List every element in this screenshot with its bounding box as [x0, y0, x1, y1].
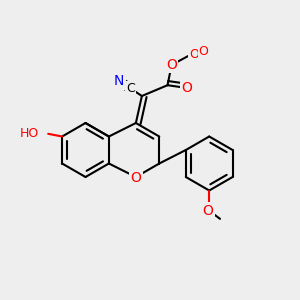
Text: O: O — [130, 172, 141, 185]
Text: O: O — [189, 47, 199, 61]
Text: HO: HO — [20, 127, 39, 140]
Text: O: O — [166, 58, 177, 72]
Text: O: O — [202, 204, 213, 218]
Text: N: N — [114, 74, 124, 88]
Text: C: C — [126, 82, 135, 95]
Text: O: O — [181, 81, 192, 95]
Text: O: O — [198, 45, 208, 58]
